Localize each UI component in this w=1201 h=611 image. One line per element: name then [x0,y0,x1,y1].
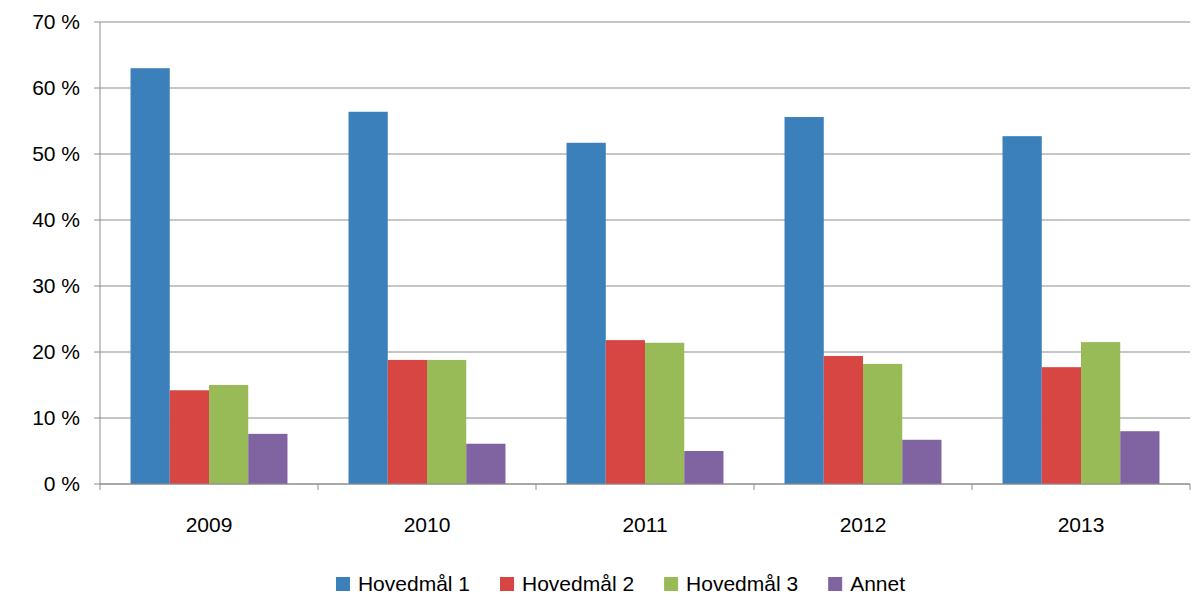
y-tick-label: 0 % [44,472,80,495]
grid [94,22,1190,484]
x-tick [972,484,973,490]
bar [785,117,824,484]
y-tick-label: 30 % [32,274,80,297]
legend-swatch [664,577,678,591]
bars [131,68,1160,484]
x-tick [754,484,755,490]
bar [824,356,863,484]
y-tick-label: 60 % [32,76,80,99]
x-tick-label: 2012 [840,513,887,536]
y-tick [94,22,100,23]
bar [1042,367,1081,484]
y-tick-label: 10 % [32,406,80,429]
x-tick-label: 2013 [1058,513,1105,536]
legend: Hovedmål 1 Hovedmål 2 Hovedmål 3 Annet [336,572,905,595]
bar [248,434,287,484]
bar [170,390,209,484]
legend-label: Hovedmål 2 [522,572,634,595]
grid-line [100,484,1190,485]
y-axis [100,22,101,484]
legend-label: Hovedmål 1 [358,572,470,595]
y-tick [94,418,100,419]
x-tick [536,484,537,490]
bar [863,364,902,484]
y-tick [94,484,100,485]
x-tick [1190,484,1191,490]
legend-label: Hovedmål 3 [686,572,798,595]
chart: 0 % 10 % 20 % 30 % 40 % 50 % 60 % 70 % 2009 2010 2… [0,0,1201,611]
y-tick [94,352,100,353]
bar [1003,136,1042,484]
y-tick [94,220,100,221]
grid-line [100,22,1190,23]
bar [466,444,505,484]
bar [388,360,427,484]
bar [131,68,170,484]
bar [349,112,388,484]
y-tick [94,88,100,89]
y-tick-label: 20 % [32,340,80,363]
x-tick-label: 2011 [622,513,667,536]
bar [567,143,606,484]
bar [645,343,684,484]
x-tick-label: 2009 [186,513,233,536]
bar [427,360,466,484]
bar [1081,342,1120,484]
bar [902,440,941,484]
y-tick-label: 40 % [32,208,80,231]
bar [684,451,723,484]
x-tick-label: 2010 [404,513,451,536]
y-tick [94,286,100,287]
y-tick-label: 50 % [32,142,80,165]
bar [1120,431,1159,484]
x-tick [318,484,319,490]
bar [209,385,248,484]
bar [606,340,645,484]
legend-swatch [336,577,350,591]
x-axis [100,484,1190,485]
legend-label: Annet [850,572,905,595]
legend-swatch [828,577,842,591]
grid-line [100,88,1190,89]
legend-swatch [500,577,514,591]
x-tick [100,484,101,490]
y-tick [94,154,100,155]
y-tick-label: 70 % [32,10,80,33]
